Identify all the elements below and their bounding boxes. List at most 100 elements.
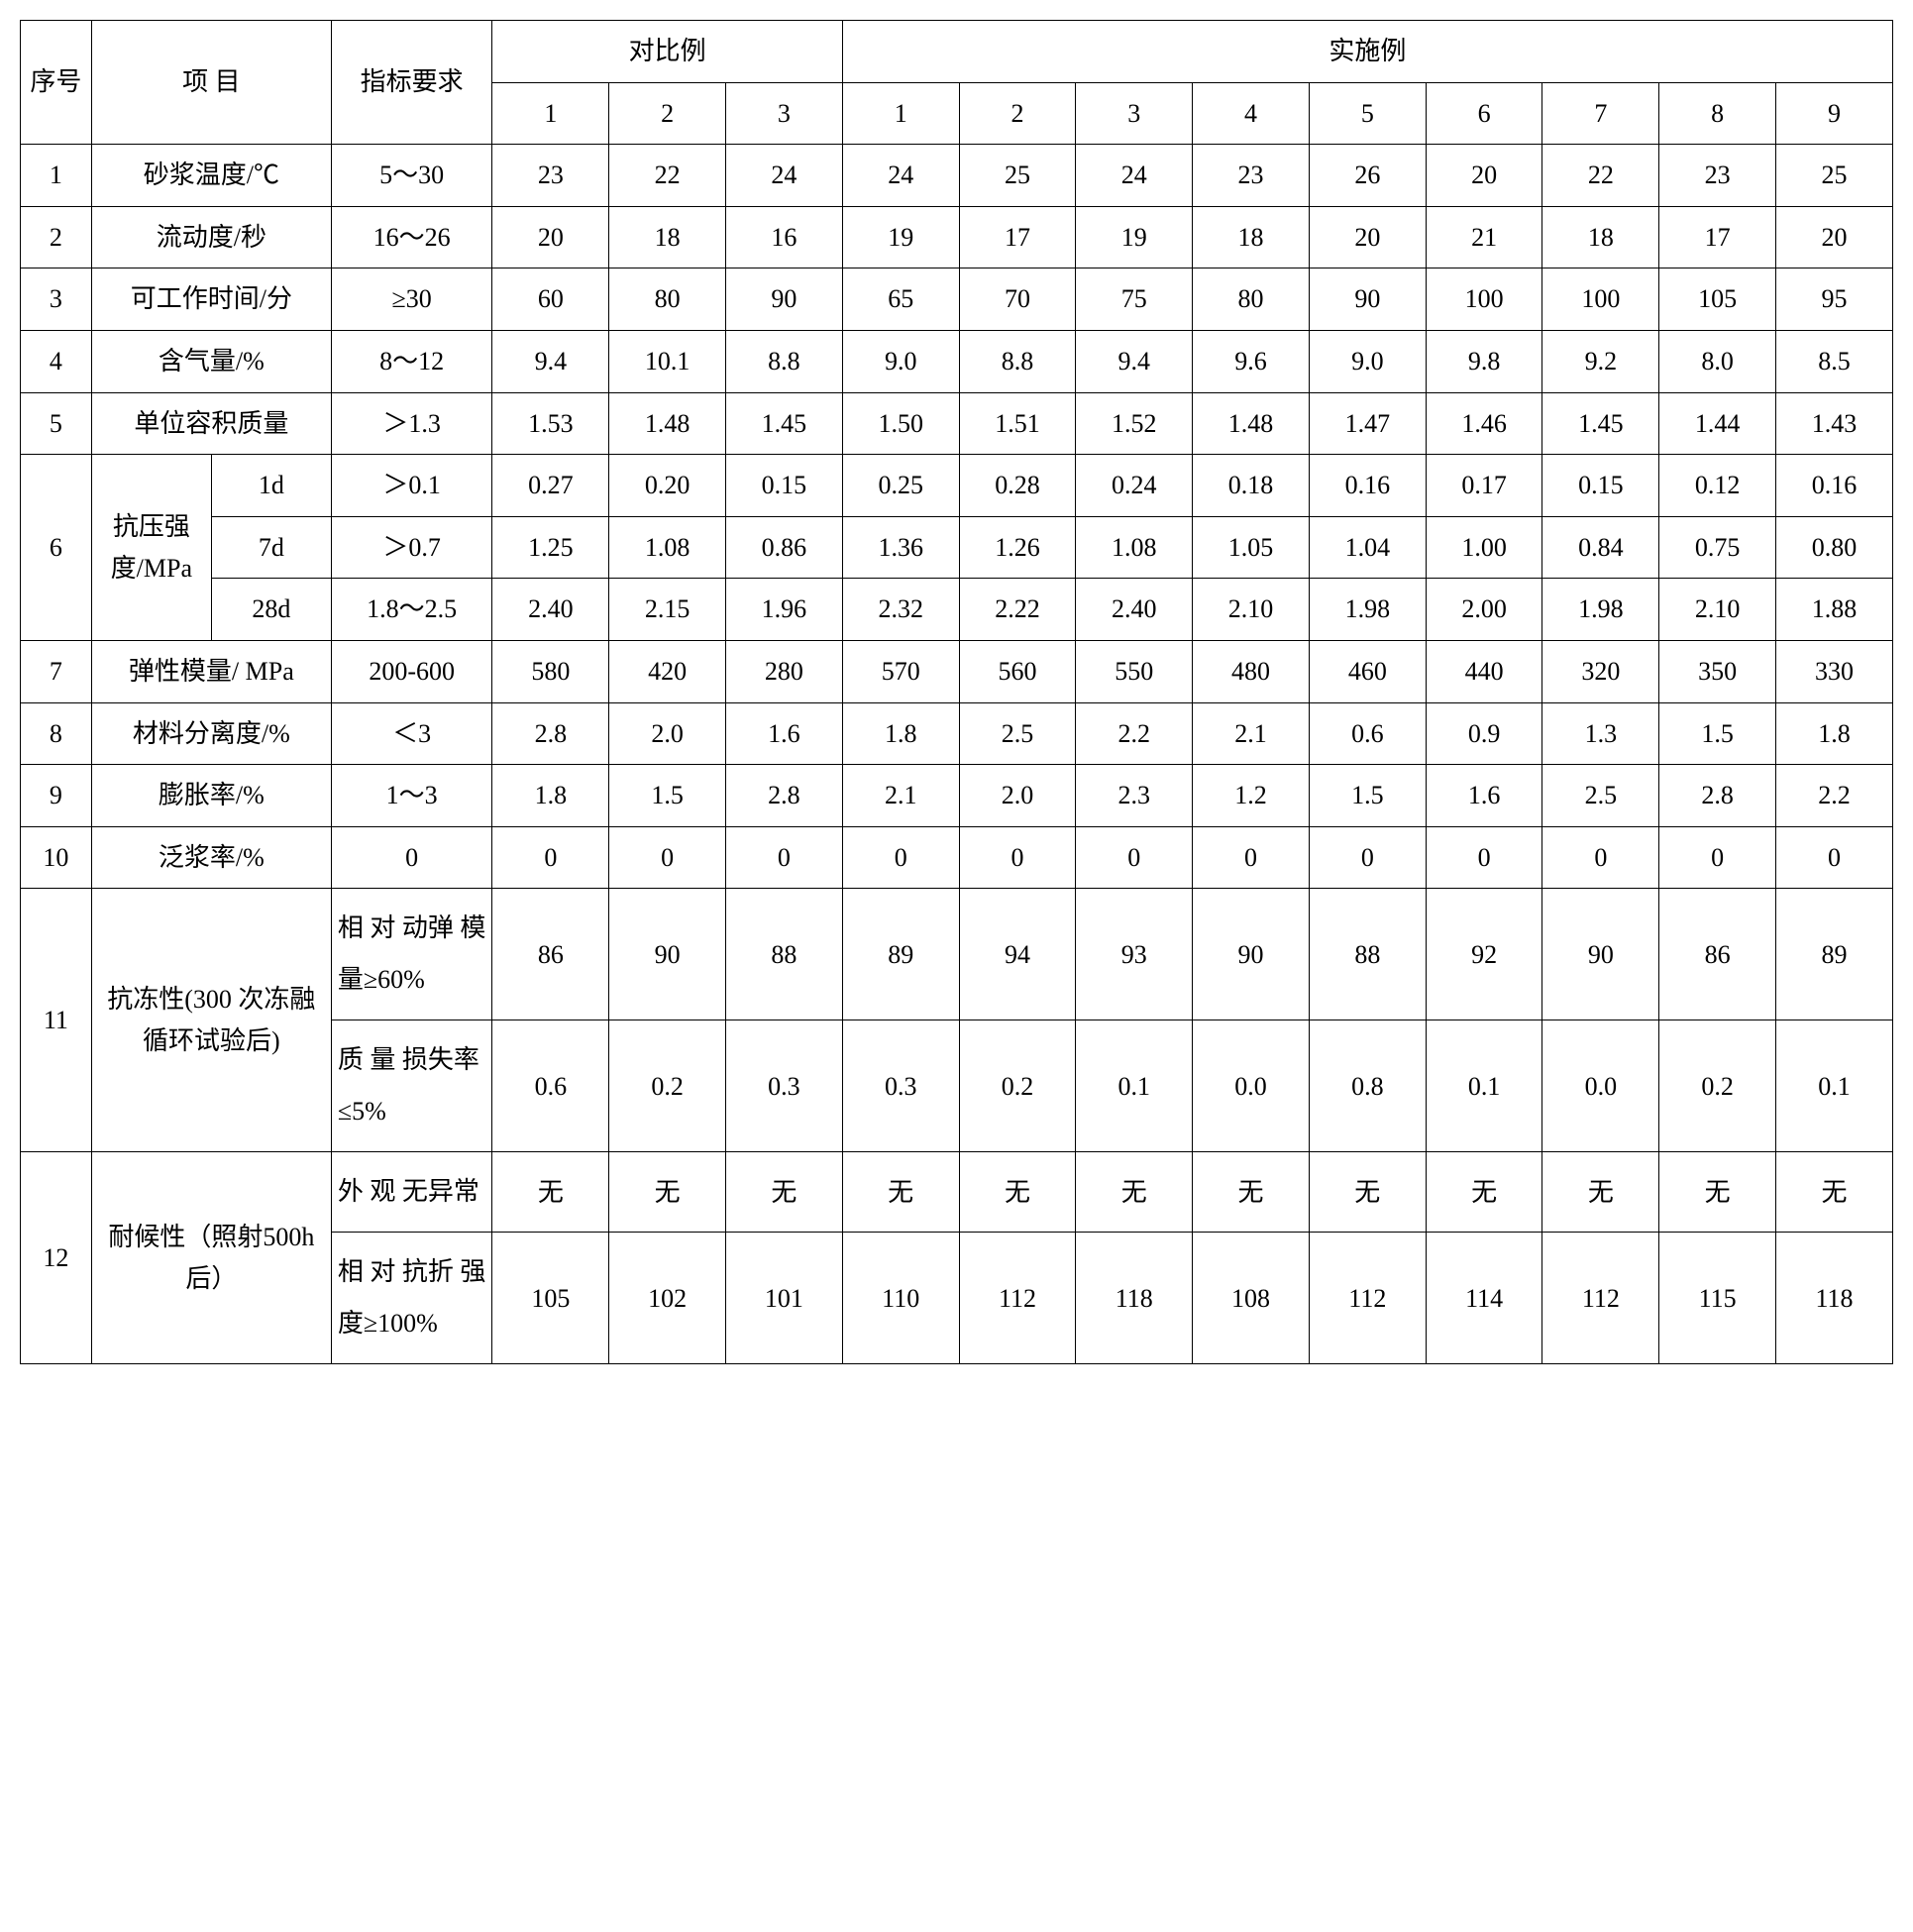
data-cell: 24 — [842, 145, 959, 207]
data-cell: 1.48 — [1193, 392, 1310, 455]
data-cell: 0.80 — [1776, 516, 1893, 579]
data-cell: 18 — [1193, 206, 1310, 268]
data-cell: 0.20 — [609, 455, 726, 517]
item-cell: 可工作时间/分 — [91, 268, 331, 331]
data-cell: 350 — [1659, 640, 1776, 702]
data-cell: 0.2 — [1659, 1020, 1776, 1152]
data-cell: 8.0 — [1659, 330, 1776, 392]
data-cell: 100 — [1542, 268, 1659, 331]
data-cell: 580 — [492, 640, 609, 702]
data-cell: 20 — [1309, 206, 1426, 268]
data-cell: 2.00 — [1426, 579, 1542, 641]
item-cell: 抗压强度/MPa — [91, 455, 211, 641]
header-col: 5 — [1309, 82, 1426, 145]
sub-cell: 7d — [211, 516, 331, 579]
data-cell: 100 — [1426, 268, 1542, 331]
data-cell: 2.15 — [609, 579, 726, 641]
data-cell: 0 — [492, 826, 609, 889]
data-cell: 0.2 — [609, 1020, 726, 1152]
data-cell: 440 — [1426, 640, 1542, 702]
data-cell: 280 — [726, 640, 843, 702]
data-cell: 9.2 — [1542, 330, 1659, 392]
data-cell: 9.4 — [1076, 330, 1193, 392]
seq-cell: 5 — [21, 392, 92, 455]
data-cell: 0.15 — [1542, 455, 1659, 517]
data-cell: 86 — [1659, 889, 1776, 1020]
data-cell: 2.1 — [842, 765, 959, 827]
data-cell: 112 — [1309, 1233, 1426, 1364]
data-cell: 无 — [726, 1152, 843, 1233]
seq-cell: 10 — [21, 826, 92, 889]
data-cell: 112 — [1542, 1233, 1659, 1364]
data-cell: 无 — [1776, 1152, 1893, 1233]
data-cell: 2.8 — [726, 765, 843, 827]
header-col: 2 — [609, 82, 726, 145]
data-cell: 88 — [1309, 889, 1426, 1020]
req-cell: 1～3 — [331, 765, 492, 827]
data-cell: 420 — [609, 640, 726, 702]
data-cell: 65 — [842, 268, 959, 331]
data-cell: 18 — [1542, 206, 1659, 268]
data-cell: 24 — [726, 145, 843, 207]
table-header-row: 序号 项 目 指标要求 对比例 实施例 — [21, 21, 1893, 83]
header-col: 3 — [726, 82, 843, 145]
seq-cell: 2 — [21, 206, 92, 268]
data-cell: 9.4 — [492, 330, 609, 392]
data-cell: 23 — [1659, 145, 1776, 207]
data-cell: 8.8 — [726, 330, 843, 392]
data-cell: 112 — [959, 1233, 1076, 1364]
data-cell: 0.18 — [1193, 455, 1310, 517]
data-cell: 9.8 — [1426, 330, 1542, 392]
table-row: 8 材料分离度/% ＜3 2.8 2.0 1.6 1.8 2.5 2.2 2.1… — [21, 702, 1893, 765]
data-cell: 0.3 — [726, 1020, 843, 1152]
item-cell: 单位容积质量 — [91, 392, 331, 455]
data-cell: 0 — [726, 826, 843, 889]
data-cell: 89 — [842, 889, 959, 1020]
item-cell: 材料分离度/% — [91, 702, 331, 765]
data-cell: 93 — [1076, 889, 1193, 1020]
data-cell: 2.10 — [1659, 579, 1776, 641]
data-cell: 105 — [492, 1233, 609, 1364]
table-row: 4 含气量/% 8～12 9.4 10.1 8.8 9.0 8.8 9.4 9.… — [21, 330, 1893, 392]
data-cell: 无 — [1309, 1152, 1426, 1233]
data-cell: 1.3 — [1542, 702, 1659, 765]
data-cell: 无 — [1659, 1152, 1776, 1233]
data-cell: 118 — [1076, 1233, 1193, 1364]
item-cell: 砂浆温度/℃ — [91, 145, 331, 207]
data-cell: 0.12 — [1659, 455, 1776, 517]
req-cell: ≥30 — [331, 268, 492, 331]
req-cell: 1.8～2.5 — [331, 579, 492, 641]
seq-cell: 8 — [21, 702, 92, 765]
header-col: 9 — [1776, 82, 1893, 145]
data-cell: 25 — [1776, 145, 1893, 207]
data-cell: 0.17 — [1426, 455, 1542, 517]
data-cell: 1.8 — [492, 765, 609, 827]
data-cell: 2.5 — [959, 702, 1076, 765]
data-table: 序号 项 目 指标要求 对比例 实施例 1 2 3 1 2 3 4 5 6 7 … — [20, 20, 1893, 1364]
table-row: 2 流动度/秒 16～26 20 18 16 19 17 19 18 20 21… — [21, 206, 1893, 268]
data-cell: 0 — [842, 826, 959, 889]
data-cell: 1.6 — [1426, 765, 1542, 827]
data-cell: 1.25 — [492, 516, 609, 579]
data-cell: 1.45 — [726, 392, 843, 455]
data-cell: 8.5 — [1776, 330, 1893, 392]
data-cell: 95 — [1776, 268, 1893, 331]
seq-cell: 3 — [21, 268, 92, 331]
data-cell: 1.08 — [609, 516, 726, 579]
data-cell: 0.84 — [1542, 516, 1659, 579]
item-cell: 膨胀率/% — [91, 765, 331, 827]
data-cell: 无 — [1426, 1152, 1542, 1233]
data-cell: 90 — [1309, 268, 1426, 331]
data-cell: 2.2 — [1776, 765, 1893, 827]
req-cell: 质 量 损失率≤5% — [331, 1020, 492, 1152]
req-cell: ＞1.3 — [331, 392, 492, 455]
data-cell: 20 — [492, 206, 609, 268]
data-cell: 0 — [1776, 826, 1893, 889]
data-cell: 22 — [1542, 145, 1659, 207]
data-cell: 无 — [492, 1152, 609, 1233]
data-cell: 18 — [609, 206, 726, 268]
req-cell: 相 对 动弹 模 量≥60% — [331, 889, 492, 1020]
data-cell: 0.2 — [959, 1020, 1076, 1152]
data-cell: 2.8 — [492, 702, 609, 765]
table-row: 9 膨胀率/% 1～3 1.8 1.5 2.8 2.1 2.0 2.3 1.2 … — [21, 765, 1893, 827]
